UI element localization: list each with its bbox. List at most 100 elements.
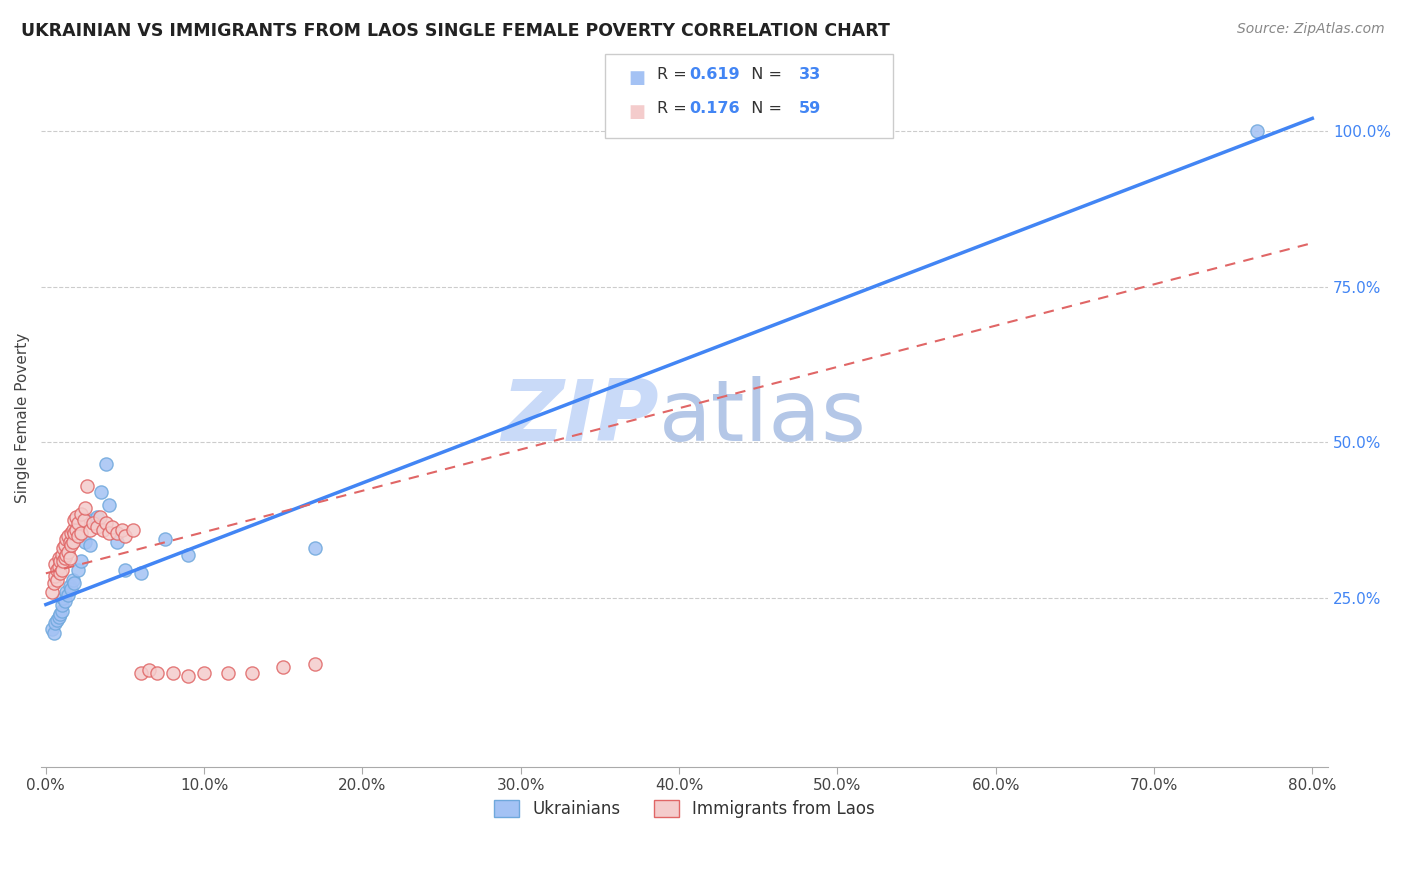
Text: ■: ■	[628, 69, 645, 87]
Point	[162, 666, 184, 681]
Point	[98, 498, 121, 512]
Point	[45, 613, 67, 627]
Point	[114, 529, 136, 543]
Point	[89, 510, 111, 524]
Point	[51, 563, 73, 577]
Point	[153, 532, 176, 546]
Point	[51, 598, 73, 612]
Point	[59, 535, 82, 549]
Point	[75, 500, 97, 515]
Point	[73, 513, 96, 527]
Point	[42, 575, 65, 590]
Point	[94, 457, 117, 471]
Point	[217, 666, 239, 681]
Point	[69, 525, 91, 540]
Text: ■: ■	[628, 103, 645, 120]
Point	[53, 594, 76, 608]
Text: 59: 59	[799, 101, 821, 116]
Point	[59, 550, 82, 565]
Point	[101, 519, 124, 533]
Legend: Ukrainians, Immigrants from Laos: Ukrainians, Immigrants from Laos	[488, 793, 882, 824]
Point	[76, 479, 98, 493]
Point	[145, 666, 167, 681]
Point	[82, 516, 104, 531]
Point	[111, 523, 134, 537]
Point	[129, 666, 152, 681]
Point	[49, 554, 72, 568]
Point	[44, 569, 66, 583]
Point	[48, 550, 70, 565]
Point	[240, 666, 263, 681]
Point	[66, 563, 89, 577]
Point	[79, 523, 101, 537]
Text: R =: R =	[657, 67, 692, 82]
Text: 0.176: 0.176	[689, 101, 740, 116]
Point	[48, 560, 70, 574]
Point	[105, 535, 128, 549]
Point	[44, 557, 66, 571]
Point	[53, 550, 76, 565]
Point	[42, 625, 65, 640]
Point	[75, 535, 97, 549]
Point	[56, 544, 79, 558]
Point	[91, 523, 114, 537]
Point	[177, 548, 200, 562]
Point	[66, 529, 89, 543]
Point	[65, 510, 87, 524]
Text: R =: R =	[657, 101, 692, 116]
Text: 0.619: 0.619	[689, 67, 740, 82]
Point	[60, 525, 83, 540]
Point	[94, 516, 117, 531]
Point	[304, 657, 326, 671]
Point	[44, 616, 66, 631]
Point	[60, 538, 83, 552]
Text: N =: N =	[741, 101, 787, 116]
Point	[55, 585, 77, 599]
Point	[41, 623, 63, 637]
Point	[82, 513, 104, 527]
Point	[48, 610, 70, 624]
Point	[55, 548, 77, 562]
Point	[86, 510, 108, 524]
Point	[79, 538, 101, 552]
Point	[98, 525, 121, 540]
Point	[62, 573, 84, 587]
Point	[69, 554, 91, 568]
Point	[63, 575, 86, 590]
Text: N =: N =	[741, 67, 787, 82]
Point	[49, 607, 72, 621]
Point	[90, 485, 112, 500]
Point	[45, 563, 67, 577]
Point	[62, 523, 84, 537]
Text: atlas: atlas	[659, 376, 868, 459]
Point	[45, 573, 67, 587]
Point	[51, 604, 73, 618]
Point	[52, 554, 75, 568]
Point	[122, 523, 145, 537]
Point	[129, 566, 152, 581]
Point	[52, 591, 75, 606]
Point	[49, 566, 72, 581]
Point	[273, 660, 295, 674]
Point	[1246, 124, 1268, 138]
Point	[41, 585, 63, 599]
Point	[304, 541, 326, 556]
Text: UKRAINIAN VS IMMIGRANTS FROM LAOS SINGLE FEMALE POVERTY CORRELATION CHART: UKRAINIAN VS IMMIGRANTS FROM LAOS SINGLE…	[21, 22, 890, 40]
Y-axis label: Single Female Poverty: Single Female Poverty	[15, 333, 30, 503]
Text: 33: 33	[799, 67, 821, 82]
Point	[62, 535, 84, 549]
Point	[52, 541, 75, 556]
Point	[63, 513, 86, 527]
Point	[63, 525, 86, 540]
Point	[177, 669, 200, 683]
Text: ZIP: ZIP	[502, 376, 659, 459]
Point	[53, 538, 76, 552]
Point	[60, 582, 83, 596]
Point	[105, 525, 128, 540]
Point	[66, 516, 89, 531]
Text: Source: ZipAtlas.com: Source: ZipAtlas.com	[1237, 22, 1385, 37]
Point	[56, 588, 79, 602]
Point	[138, 663, 160, 677]
Point	[56, 529, 79, 543]
Point	[59, 579, 82, 593]
